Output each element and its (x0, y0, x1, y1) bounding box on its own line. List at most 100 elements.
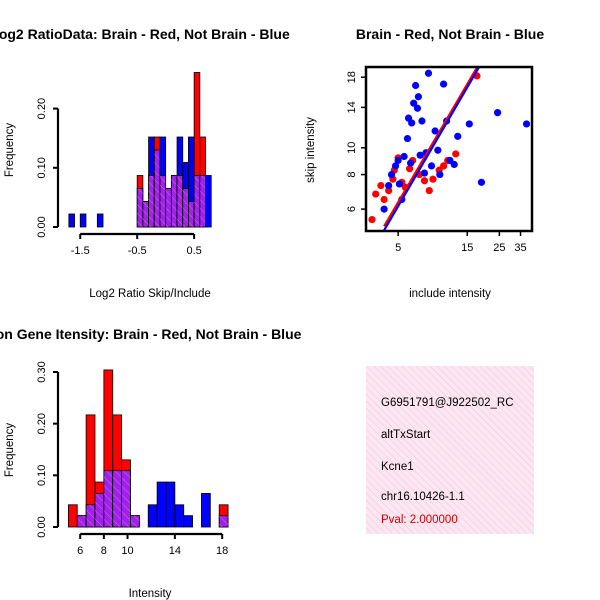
y-tick-label: 0.00 (36, 516, 48, 537)
not-brain-point (418, 117, 426, 125)
not-brain-fit-line (382, 67, 480, 231)
overlap-hatch (137, 188, 143, 227)
y-tick-label: 0.10 (36, 465, 48, 486)
x-axis-label: Log2 Ratio Skip/Include (89, 288, 210, 300)
y-axis-label: Frequency (4, 123, 16, 178)
not-brain-point (416, 151, 424, 159)
y-tick-label: 0.20 (36, 98, 48, 119)
y-tick-label: 6 (346, 206, 358, 212)
overlap-hatch (86, 504, 95, 527)
x-tick-label: -1.5 (71, 245, 90, 257)
x-axis: -1.5 -0.5 0.5 (71, 232, 202, 257)
y-tick-label: 8 (346, 172, 358, 178)
overlap-hatch (77, 515, 87, 527)
probe-id: G6951791@J922502_RC (381, 397, 514, 409)
scatter-skip-vs-include: Brain - Red, Not Brain - Blue 5 15 25 35 6 8… (305, 26, 544, 300)
not-brain-point (395, 180, 403, 188)
chart-title: Exon Gene Itensity: Brain - Red, Not Bra… (0, 326, 302, 342)
x-tick-label: 8 (101, 545, 107, 557)
histogram-bar (67, 504, 78, 528)
not-brain-point (387, 170, 396, 179)
brain-point (368, 215, 376, 224)
gene-name: Kcne1 (381, 461, 414, 473)
not-brain-point (391, 162, 400, 170)
overlap-hatch (199, 175, 206, 227)
overlap-hatch (165, 188, 172, 227)
brain-point (372, 190, 380, 198)
brain-point (405, 165, 414, 173)
x-tick-label: 10 (121, 545, 133, 557)
brain-point (452, 150, 460, 158)
y-tick-label: 0.20 (36, 413, 48, 434)
fit-lines (382, 67, 480, 231)
not-brain-point (436, 170, 444, 179)
overlap-hatch (177, 175, 183, 227)
histogram-bar (174, 504, 185, 528)
info-panel: G6951791@J922502_RC altTxStart Kcne1 chr… (366, 366, 534, 534)
x-axis-label: Intensity (129, 588, 172, 600)
not-brain-point (522, 120, 531, 128)
y-axis: 0.00 0.10 0.20 0.30 (36, 361, 60, 538)
not-brain-point (380, 205, 388, 213)
x-tick-label: 35 (514, 242, 526, 254)
not-brain-point (410, 99, 418, 107)
overlap-hatch (182, 188, 189, 227)
not-brain-point (403, 134, 412, 143)
y-axis: 6 8 10 14 18 (346, 71, 366, 212)
y-tick-label: 0.30 (36, 361, 48, 382)
not-brain-point (477, 178, 486, 186)
chart-title: Brain - Red, Not Brain - Blue (356, 26, 544, 42)
histogram-bar (79, 213, 87, 228)
histogram-bar (205, 175, 212, 228)
not-brain-point (493, 109, 502, 117)
p-value: Pval: 2.000000 (381, 514, 458, 526)
not-brain-point (450, 160, 458, 169)
overlap-hatch (130, 515, 140, 527)
overlap-hatch (148, 175, 155, 227)
not-brain-point (385, 181, 393, 190)
overlap-hatch (219, 515, 229, 527)
overlap-hatch (188, 201, 195, 227)
genomic-location: chr16.10426-1.1 (381, 491, 465, 503)
brain-point (429, 175, 437, 183)
brain-point (377, 181, 385, 190)
x-tick-label: 14 (169, 545, 181, 557)
x-axis-label: include intensity (409, 288, 491, 300)
brain-point (385, 187, 393, 195)
not-brain-point (434, 146, 442, 154)
overlap-hatch (154, 150, 160, 227)
overlap-hatch (112, 470, 122, 527)
x-tick-label: 5 (395, 242, 401, 254)
brain-point (425, 187, 433, 195)
not-brain-point (454, 132, 462, 140)
x-axis: 5 15 25 35 (395, 231, 527, 254)
x-tick-label: 18 (216, 545, 228, 557)
y-tick-label: 10 (346, 142, 358, 154)
brain-fit-line (383, 67, 478, 227)
y-tick-label: 0.10 (36, 157, 48, 178)
not-brain-point (420, 169, 429, 177)
overlap-hatch (194, 175, 200, 227)
x-tick-label: 15 (461, 242, 473, 254)
brain-point (420, 177, 429, 185)
overlap-hatch (121, 470, 131, 527)
x-tick-label: 6 (77, 545, 83, 557)
histogram-intensity: Exon Gene Itensity: Brain - Red, Not Bra… (0, 326, 302, 600)
histogram-bar (96, 213, 104, 228)
not-brain-point (411, 81, 420, 90)
overlap-hatch (171, 175, 178, 227)
overlap-hatch (94, 493, 104, 527)
y-tick-label: 18 (346, 71, 358, 83)
x-tick-label: -0.5 (128, 245, 147, 257)
info-panel-background (366, 366, 534, 534)
histogram-log2-ratio: Log2 RatioData: Brain - Red, Not Brain -… (0, 26, 290, 300)
y-axis-label: Frequency (4, 423, 16, 478)
histogram-bar (183, 515, 193, 528)
event-type: altTxStart (381, 429, 431, 441)
not-brain-point (424, 69, 433, 77)
brain-point (439, 162, 448, 170)
not-brain-point (439, 80, 448, 88)
histogram-bars (68, 72, 212, 228)
scatter-points (368, 69, 531, 224)
